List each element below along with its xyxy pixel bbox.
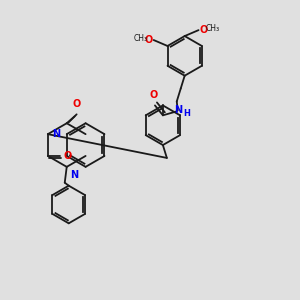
Text: N: N (70, 170, 78, 180)
Text: CH₃: CH₃ (206, 24, 220, 33)
Text: O: O (64, 151, 72, 161)
Text: H: H (184, 109, 190, 118)
Text: CH₃: CH₃ (134, 34, 148, 43)
Text: O: O (150, 91, 158, 100)
Text: O: O (73, 99, 81, 110)
Text: O: O (144, 35, 153, 45)
Text: N: N (52, 129, 60, 139)
Text: N: N (174, 105, 182, 116)
Text: O: O (200, 25, 208, 35)
